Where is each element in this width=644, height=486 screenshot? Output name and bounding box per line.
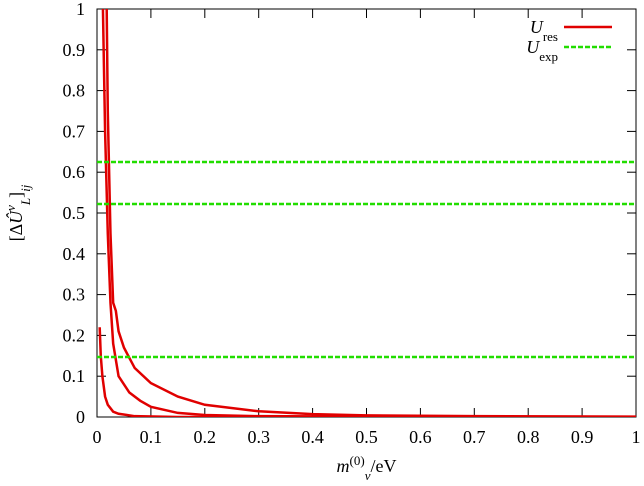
x-tick-label: 0.1	[140, 427, 163, 447]
y-tick-label: 0.3	[63, 285, 86, 305]
series-line	[98, 327, 636, 417]
y-tick-label: 0.2	[63, 325, 86, 345]
x-tick-label: 0.6	[409, 427, 432, 447]
ylabel-part: [Δ	[6, 224, 26, 242]
y-tick-label: 0.7	[63, 121, 86, 141]
x-tick-label: 0.2	[194, 427, 217, 447]
ylabel-part: Û	[5, 210, 26, 224]
y-tick-label: 0	[76, 407, 85, 427]
y-tick-label: 0.5	[63, 203, 86, 223]
y-tick-label: 0.4	[63, 244, 86, 264]
y-tick-label: 0.1	[63, 366, 86, 386]
x-tick-label: 0.7	[463, 427, 486, 447]
y-tick-label: 0.8	[63, 81, 86, 101]
legend-name: U	[526, 37, 540, 57]
ylabel-part: ij	[18, 184, 33, 192]
xlabel: m(0)ν/eV	[337, 453, 397, 482]
xlabel-part: (0)	[350, 453, 365, 468]
y-tick-label: 0.6	[63, 162, 86, 182]
xlabel-part: ν	[365, 468, 371, 482]
legend-name: U	[530, 17, 544, 37]
x-tick-label: 0.5	[355, 427, 378, 447]
legend-subscript: exp	[539, 49, 558, 64]
x-tick-label: 0.4	[301, 427, 324, 447]
xlabel-part: /eV	[370, 456, 396, 476]
legend-label: Ures	[530, 17, 558, 44]
x-tick-label: 0	[93, 427, 102, 447]
x-tick-label: 0.3	[247, 427, 270, 447]
xlabel-part: m	[337, 456, 350, 476]
ylabel-part: ]	[6, 192, 26, 198]
y-tick-label: 0.9	[63, 40, 86, 60]
series-line	[105, 9, 636, 417]
x-tick-label: 0.8	[517, 427, 540, 447]
legend-label: Uexp	[526, 37, 558, 64]
ylabel-part: L	[18, 198, 33, 206]
x-tick-label: 1	[632, 427, 641, 447]
legend-subscript: res	[543, 29, 558, 44]
y-tick-label: 1	[76, 0, 85, 19]
x-tick-label: 0.9	[571, 427, 594, 447]
ylabel: [ΔÛνL]ij	[3, 184, 33, 241]
ylabel-part: ν	[3, 205, 18, 211]
